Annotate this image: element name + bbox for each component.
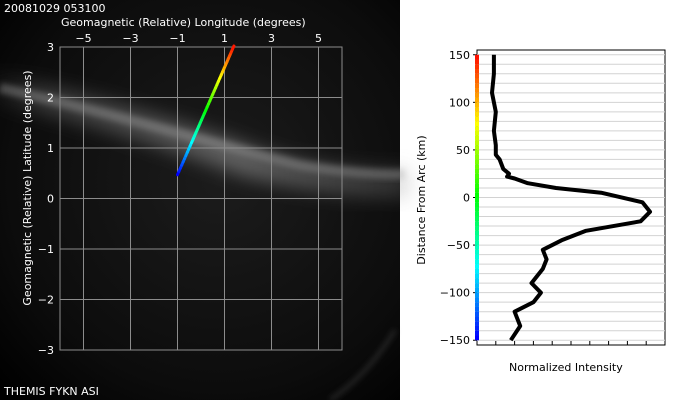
left-y-axis-label: Geomagnetic (Relative) Latitude (degrees… <box>21 70 34 306</box>
left-x-tick-label: −1 <box>169 32 185 45</box>
left-x-tick-label: −5 <box>75 32 91 45</box>
timestamp-label: 20081029 053100 <box>4 2 106 15</box>
right-x-axis-label: Normalized Intensity <box>509 361 623 374</box>
left-y-tick-label: 1 <box>47 142 54 155</box>
sky-image <box>0 0 410 400</box>
aurora-core <box>0 83 406 180</box>
left-x-axis-label: Geomagnetic (Relative) Longitude (degree… <box>61 16 306 29</box>
left-y-tick-label: 0 <box>47 193 54 206</box>
right-y-tick-label: 100 <box>449 96 470 109</box>
right-grid: 150 100 50 0 −50 −100 −150 <box>440 49 666 347</box>
left-x-tick-label: 3 <box>268 32 275 45</box>
left-y-tick-label: 3 <box>47 41 54 54</box>
right-y-tick-label: 0 <box>463 192 470 205</box>
right-y-axis-label: Distance From Arc (km) <box>415 135 428 265</box>
image-edge-glow <box>329 329 397 400</box>
left-x-tick-label: 1 <box>221 32 228 45</box>
right-y-tick-label: −150 <box>440 334 470 347</box>
instrument-label: THEMIS FYKN ASI <box>4 385 99 398</box>
intensity-profile-line <box>490 54 652 342</box>
right-y-tick-label: −100 <box>440 287 470 300</box>
right-marks <box>475 54 652 342</box>
left-grid: −5 −3 −1 1 3 5 3 2 1 0 −1 −2 −3 <box>38 32 343 357</box>
left-y-tick-label: −1 <box>38 243 54 256</box>
left-x-tick-label: 5 <box>315 32 322 45</box>
right-y-tick-label: −50 <box>447 239 470 252</box>
left-x-tick-label: −3 <box>122 32 138 45</box>
right-y-tick-label: 50 <box>456 144 470 157</box>
arc-line-segment <box>230 44 236 51</box>
left-y-tick-label: −2 <box>38 294 54 307</box>
left-marks <box>176 44 236 177</box>
sky-background <box>0 0 400 400</box>
left-y-tick-label: 2 <box>47 92 54 105</box>
left-y-tick-label: −3 <box>38 344 54 357</box>
right-y-tick-label: 150 <box>449 49 470 62</box>
